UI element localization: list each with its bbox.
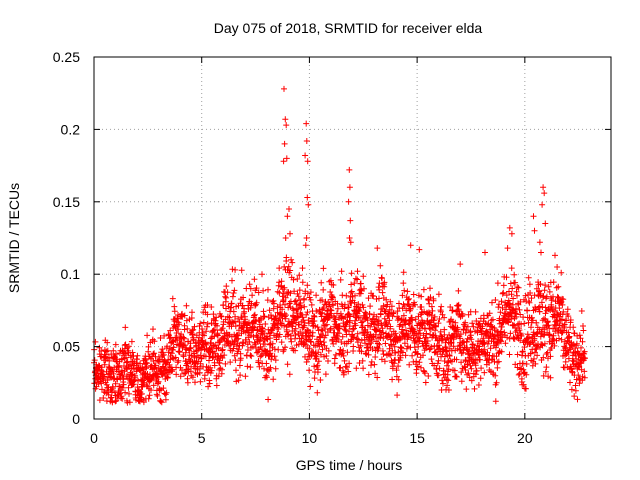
y-tick-label: 0.25 xyxy=(53,49,80,65)
data-points xyxy=(91,85,588,406)
x-tick-label: 15 xyxy=(409,430,425,446)
y-tick-label: 0.2 xyxy=(61,121,81,137)
x-tick-label: 0 xyxy=(90,430,98,446)
y-axis-label: SRMTID / TECUs xyxy=(6,183,22,293)
x-tick-label: 20 xyxy=(517,430,533,446)
x-tick-label: 5 xyxy=(198,430,206,446)
y-tick-label: 0 xyxy=(72,411,80,427)
plot-frame xyxy=(93,56,612,420)
y-tick-label: 0.05 xyxy=(53,339,80,355)
chart-title: Day 075 of 2018, SRMTID for receiver eld… xyxy=(214,20,483,36)
scatter-points xyxy=(91,85,588,406)
x-axis-label: GPS time / hours xyxy=(296,457,403,473)
x-tick-label: 10 xyxy=(302,430,318,446)
axis-ticks: 0 0.05 0.1 0.15 0.2 0.25 0 5 10 15 20 xyxy=(53,49,611,446)
y-tick-label: 0.15 xyxy=(53,194,80,210)
y-tick-label: 0.1 xyxy=(61,266,81,282)
